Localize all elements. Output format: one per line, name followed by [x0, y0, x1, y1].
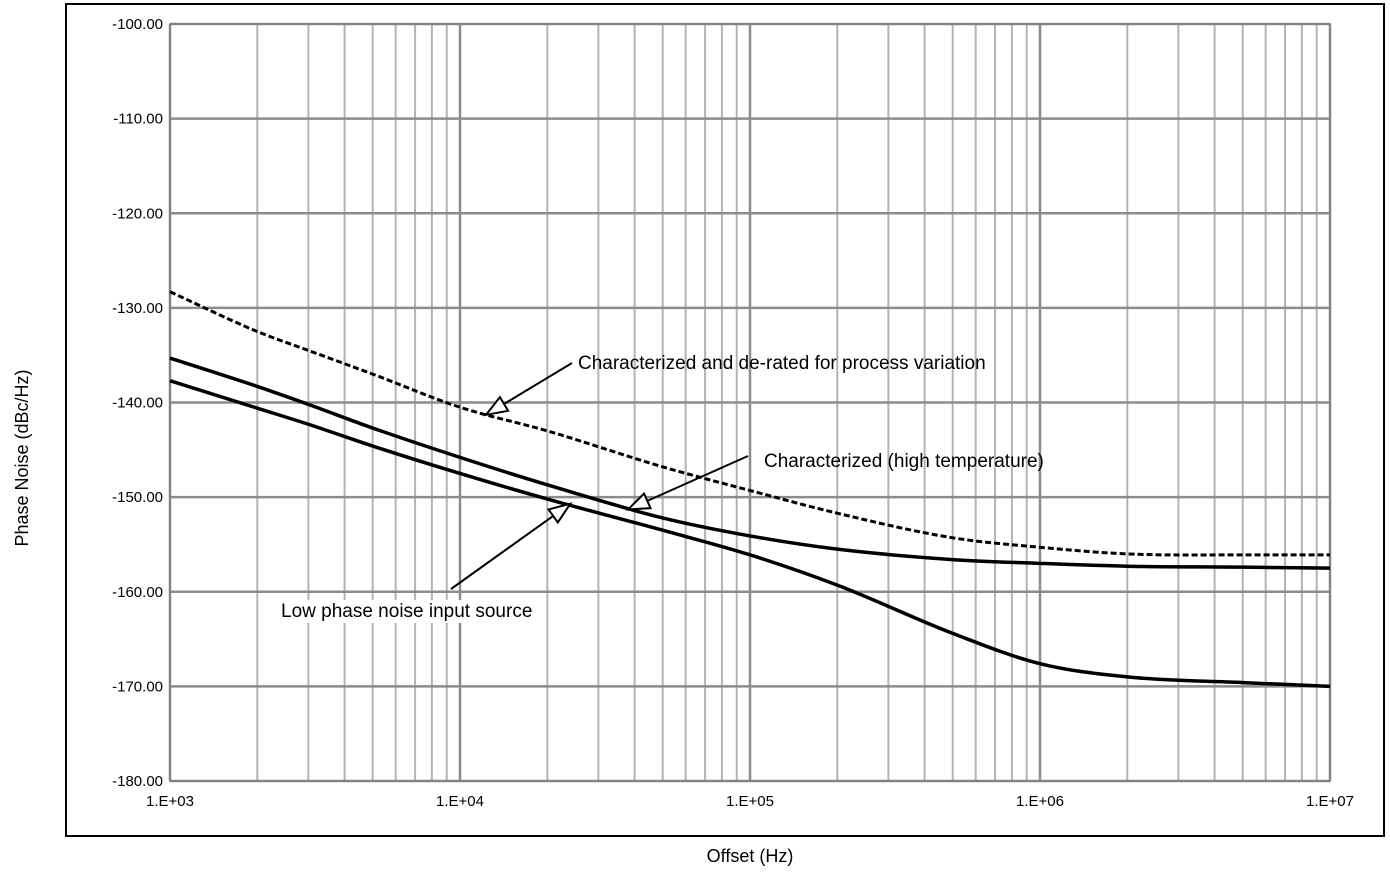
annotation-leader-line — [503, 362, 573, 405]
annotation-label-background — [278, 600, 536, 623]
annotation-low-noise-source: Low phase noise input source — [278, 502, 573, 623]
y-tick-label: -140.00 — [112, 395, 163, 412]
annotation-process-variation: Characterized and de-rated for process v… — [483, 353, 986, 417]
annotation-label: Characterized and de-rated for process v… — [578, 353, 986, 374]
annotation-high-temperature: Characterized (high temperature) — [625, 451, 1044, 511]
x-tick-label: 1.E+06 — [1016, 793, 1064, 810]
annotation-arrowhead — [625, 491, 653, 511]
y-tick-label: -180.00 — [112, 773, 163, 790]
y-tick-label: -170.00 — [112, 678, 163, 695]
annotations: Characterized and de-rated for process v… — [278, 353, 1044, 623]
series-group — [169, 290, 1331, 689]
annotation-leader-line — [450, 515, 554, 590]
chart-frame — [65, 3, 1385, 837]
x-tick-label: 1.E+04 — [436, 793, 484, 810]
y-tick-label: -110.00 — [113, 111, 163, 128]
tick-labels: -100.00 -110.00 -120.00 -130.00 -140.00 -150.… — [112, 16, 1354, 810]
x-tick-label: 1.E+07 — [1306, 793, 1354, 810]
y-tick-label: -120.00 — [112, 205, 163, 222]
annotation-label: Low phase noise input source — [281, 601, 532, 622]
x-axis-title: Offset (Hz) — [707, 846, 794, 866]
x-tick-label: 1.E+05 — [726, 793, 774, 810]
plot-area-border — [169, 23, 1331, 782]
series-process-variation-line — [169, 290, 1330, 557]
y-tick-label: -150.00 — [112, 489, 163, 506]
annotation-arrowhead — [483, 395, 510, 417]
annotation-leader-line — [646, 455, 749, 502]
annotation-arrowhead — [546, 502, 573, 525]
y-tick-label: -100.00 — [112, 16, 163, 33]
y-axis-title: Phase Noise (dBc/Hz) — [12, 369, 32, 546]
y-tick-label: -160.00 — [112, 584, 163, 601]
series-low-noise-source-line — [169, 379, 1331, 689]
series-high-temperature-line — [169, 356, 1331, 570]
x-tick-label: 1.E+03 — [146, 793, 194, 810]
y-tick-label: -130.00 — [112, 300, 163, 317]
annotation-label: Characterized (high temperature) — [764, 451, 1044, 472]
